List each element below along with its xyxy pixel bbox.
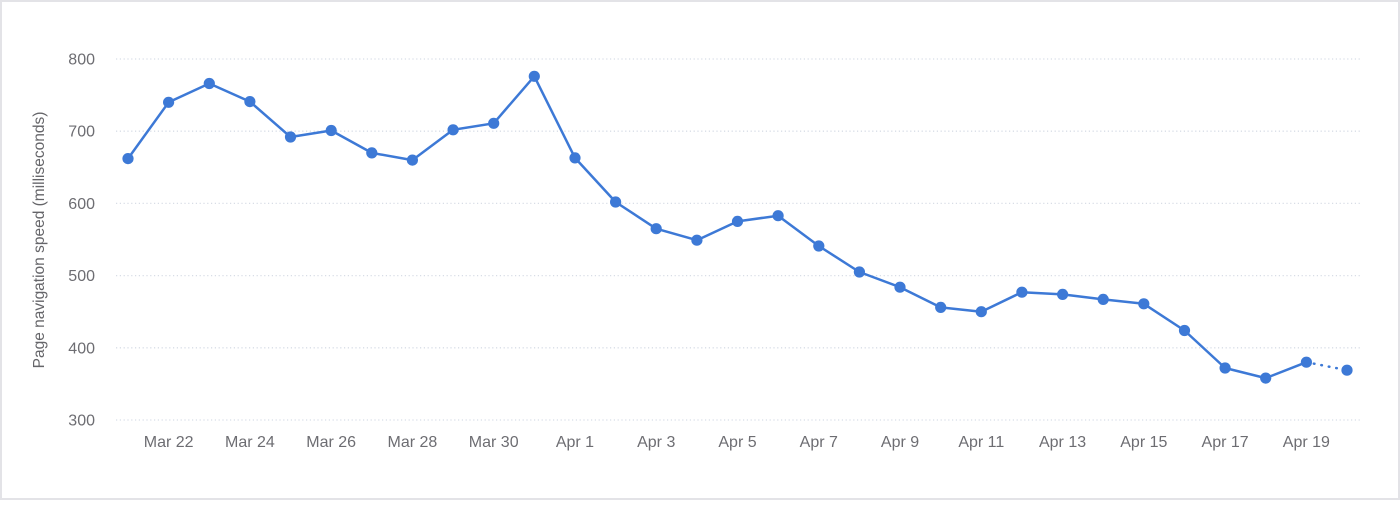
x-tick-label: Apr 11 xyxy=(958,434,1004,451)
data-point[interactable] xyxy=(854,266,865,277)
data-point[interactable] xyxy=(773,210,784,221)
y-tick-label: 400 xyxy=(68,340,95,357)
data-point[interactable] xyxy=(1341,365,1352,376)
data-point[interactable] xyxy=(448,124,459,135)
data-point[interactable] xyxy=(204,78,215,89)
data-point[interactable] xyxy=(122,153,133,164)
y-tick-label: 800 xyxy=(68,52,95,69)
data-point[interactable] xyxy=(976,306,987,317)
data-point[interactable] xyxy=(732,216,743,227)
data-point[interactable] xyxy=(1301,357,1312,368)
data-point[interactable] xyxy=(366,147,377,158)
x-tick-label: Apr 13 xyxy=(1039,434,1086,451)
data-point[interactable] xyxy=(285,131,296,142)
data-point[interactable] xyxy=(326,125,337,136)
x-tick-label: Mar 30 xyxy=(469,434,519,451)
y-tick-label: 500 xyxy=(68,268,95,285)
data-point[interactable] xyxy=(163,97,174,108)
data-point[interactable] xyxy=(651,223,662,234)
data-point[interactable] xyxy=(894,282,905,293)
data-point[interactable] xyxy=(569,152,580,163)
data-point[interactable] xyxy=(610,196,621,207)
x-tick-label: Apr 5 xyxy=(718,434,756,451)
x-tick-label: Apr 17 xyxy=(1202,434,1249,451)
x-tick-label: Apr 3 xyxy=(637,434,675,451)
x-tick-label: Apr 9 xyxy=(881,434,919,451)
x-tick-labels: Mar 22 Mar 24 Mar 26 Mar 28 Mar 30 Apr 1 Apr 3… xyxy=(144,434,1330,451)
series-markers xyxy=(122,71,1352,384)
data-point[interactable] xyxy=(1179,325,1190,336)
x-tick-label: Apr 7 xyxy=(800,434,838,451)
data-point[interactable] xyxy=(1098,294,1109,305)
x-tick-label: Mar 24 xyxy=(225,434,275,451)
data-point[interactable] xyxy=(691,235,702,246)
y-tick-label: 600 xyxy=(68,196,95,213)
data-point[interactable] xyxy=(813,240,824,251)
data-point[interactable] xyxy=(935,302,946,313)
data-point[interactable] xyxy=(529,71,540,82)
data-point[interactable] xyxy=(407,155,418,166)
data-point[interactable] xyxy=(1057,289,1068,300)
x-tick-label: Apr 15 xyxy=(1120,434,1167,451)
series-line xyxy=(128,76,1347,378)
data-point[interactable] xyxy=(1138,298,1149,309)
data-point[interactable] xyxy=(488,118,499,129)
data-point[interactable] xyxy=(244,96,255,107)
y-tick-labels: 300 400 500 600 700 800 xyxy=(68,52,95,430)
y-grid xyxy=(116,59,1360,420)
y-tick-label: 300 xyxy=(68,413,95,430)
x-tick-label: Mar 28 xyxy=(388,434,438,451)
x-tick-label: Mar 26 xyxy=(306,434,356,451)
series-path-dotted xyxy=(1306,362,1347,370)
x-tick-label: Apr 1 xyxy=(556,434,594,451)
y-axis-title: Page navigation speed (milliseconds) xyxy=(31,112,48,369)
series-path-solid xyxy=(128,76,1306,378)
y-tick-label: 700 xyxy=(68,124,95,141)
data-point[interactable] xyxy=(1016,287,1027,298)
x-tick-label: Mar 22 xyxy=(144,434,194,451)
data-point[interactable] xyxy=(1260,373,1271,384)
x-tick-label: Apr 19 xyxy=(1283,434,1330,451)
data-point[interactable] xyxy=(1220,362,1231,373)
